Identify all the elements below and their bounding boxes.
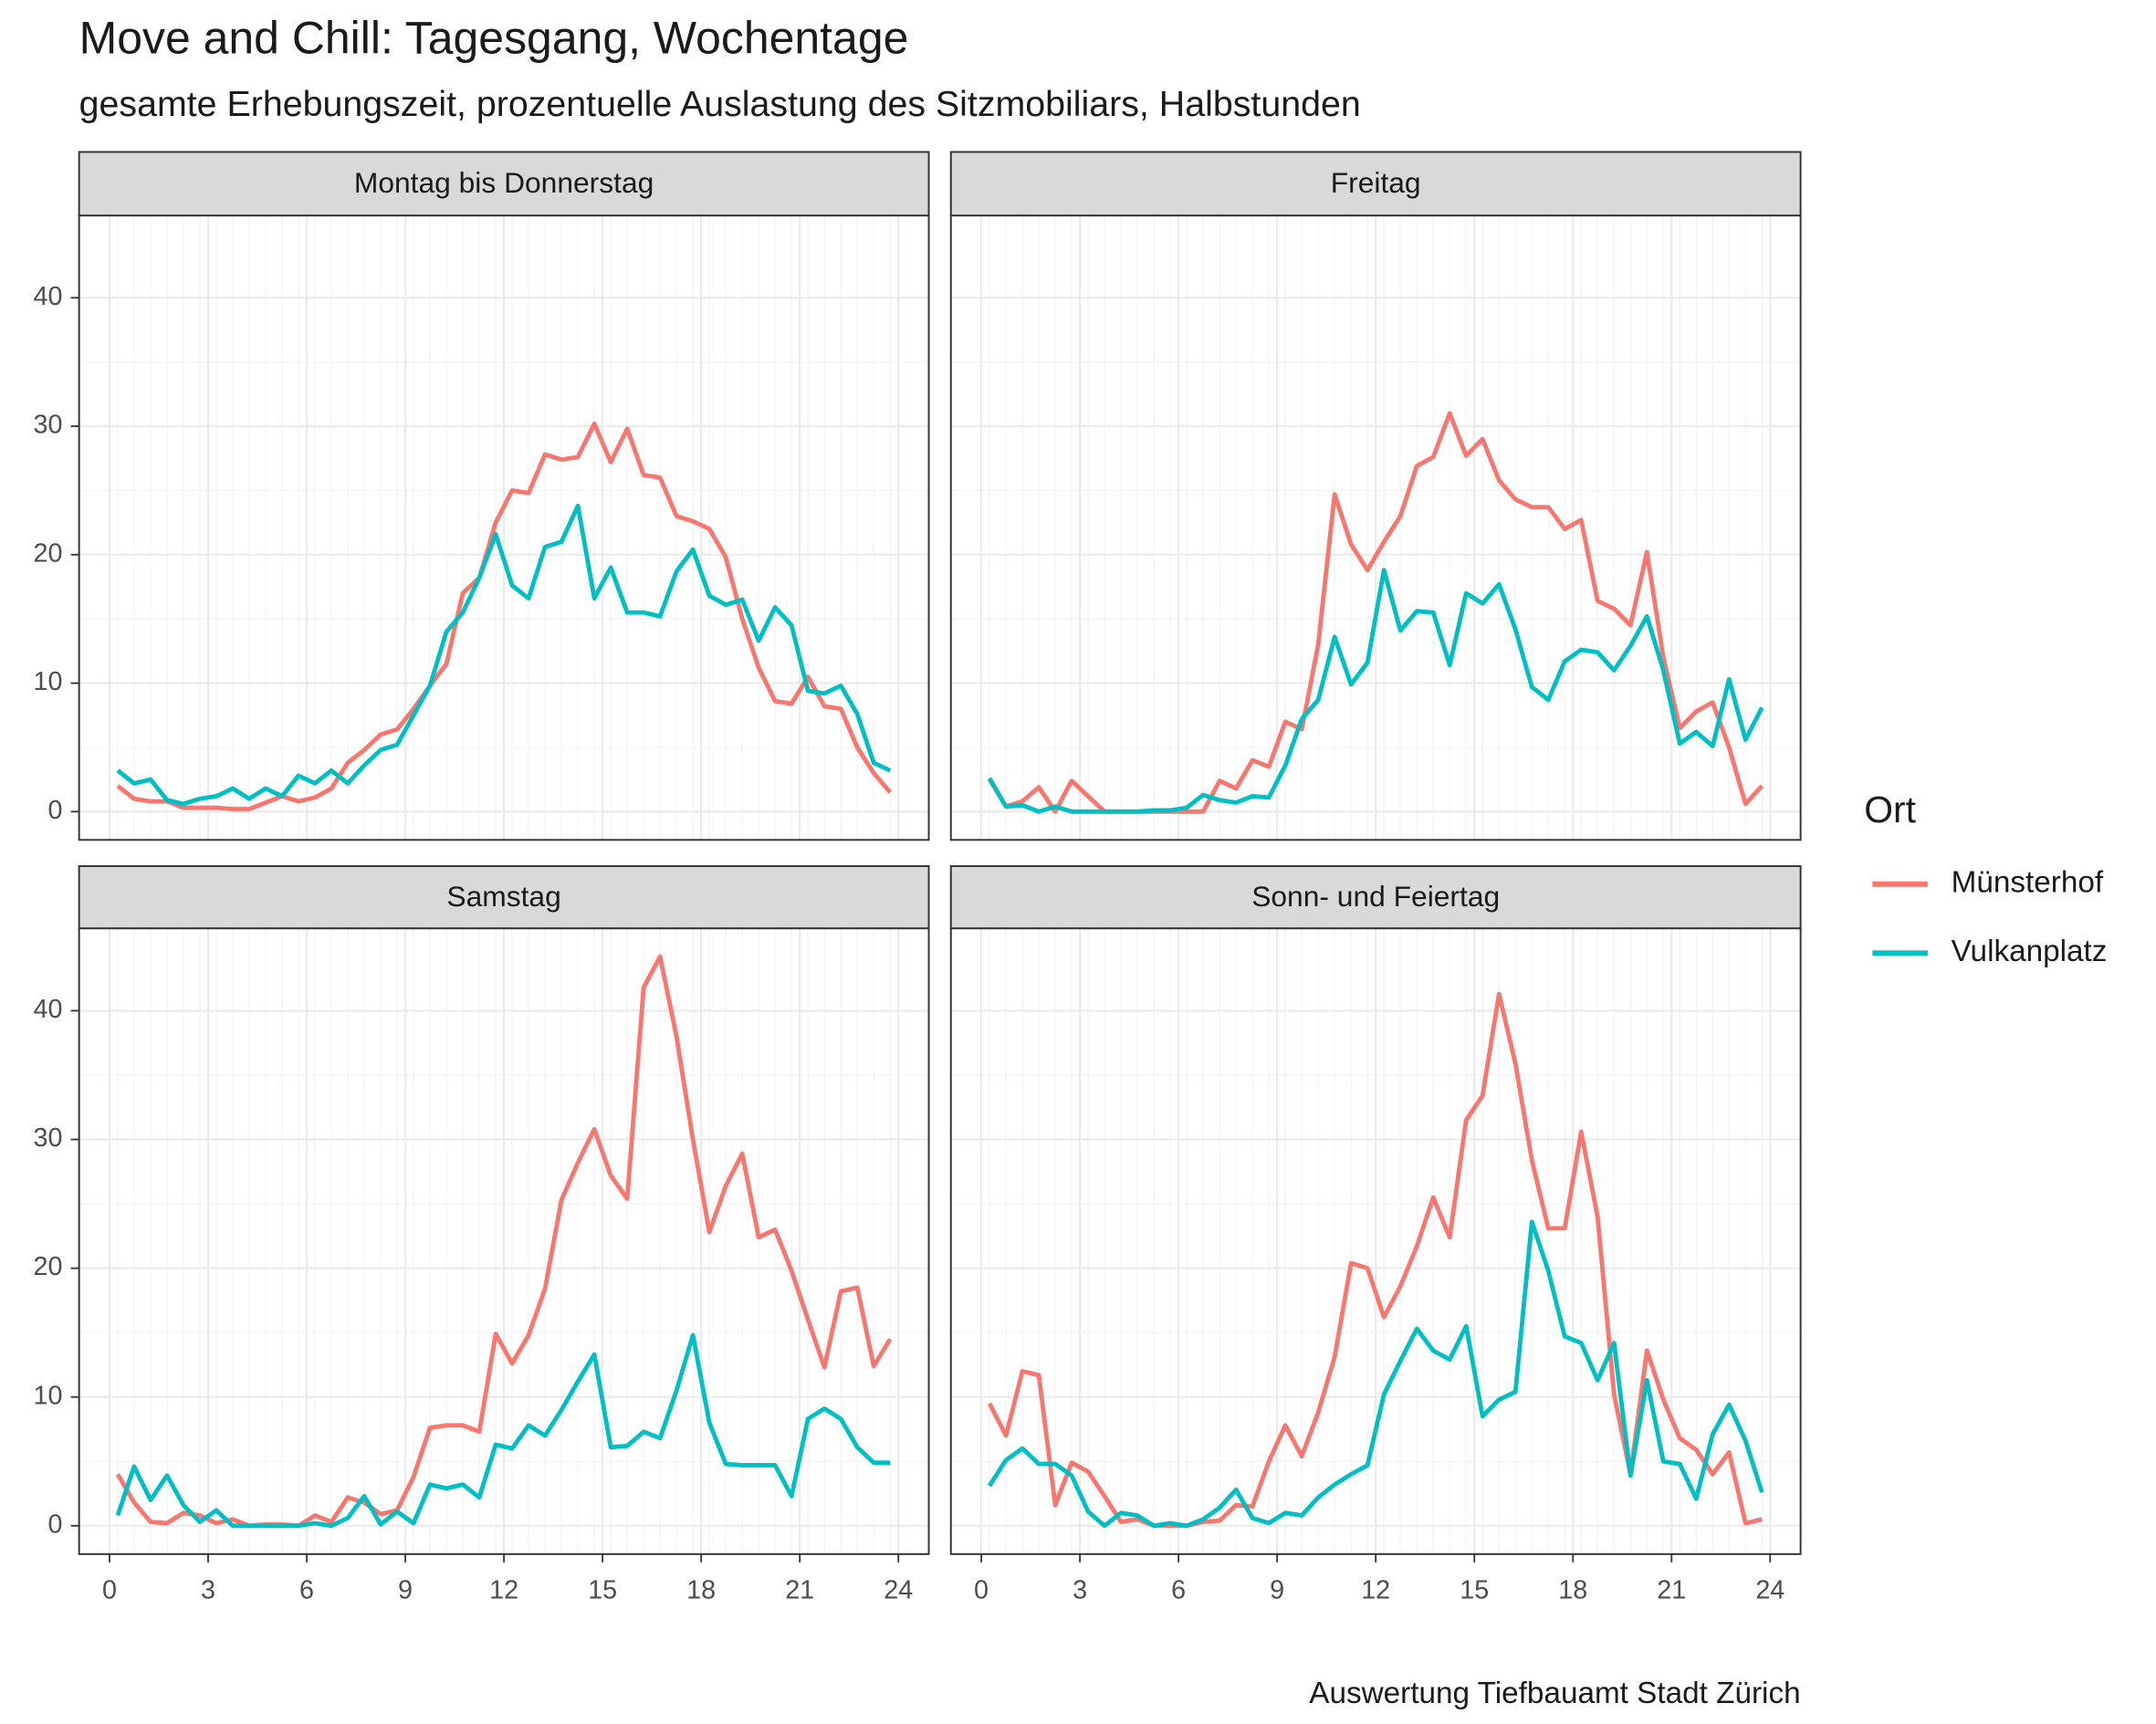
legend-title: Ort: [1864, 789, 1916, 831]
strip-label: Samstag: [446, 880, 560, 913]
x-tick-label: 0: [974, 1575, 989, 1604]
legend-label: Münsterhof: [1952, 866, 2104, 900]
x-tick-label: 18: [1558, 1575, 1587, 1604]
chart-subtitle: gesamte Erhebungszeit, prozentuelle Ausl…: [79, 84, 1361, 124]
x-tick-label: 18: [686, 1575, 716, 1604]
line: [116, 421, 893, 811]
x-tick-label: 3: [201, 1575, 215, 1604]
x-tick-label: 15: [588, 1575, 617, 1604]
x-tick-label: 9: [1270, 1575, 1284, 1604]
y-tick-label: 0: [47, 796, 62, 825]
y-tick-label: 20: [34, 538, 63, 568]
caption: Auswertung Tiefbauamt Stadt Zürich: [1309, 1677, 1800, 1710]
x-tick-label: 12: [489, 1575, 518, 1604]
x-tick-label: 12: [1361, 1575, 1390, 1604]
y-tick-label: 40: [34, 995, 63, 1024]
y-tick-label: 0: [47, 1510, 62, 1539]
strip-label: Sonn- und Feiertag: [1251, 880, 1500, 913]
x-tick-label: 15: [1460, 1575, 1489, 1604]
strip: [949, 151, 1802, 217]
y-tick-label: 20: [34, 1252, 63, 1281]
y-tick-label: 30: [34, 411, 63, 440]
x-tick-label: 6: [1171, 1575, 1186, 1604]
x-tick-label: 0: [102, 1575, 117, 1604]
line: [988, 1219, 1764, 1529]
strip: [78, 865, 930, 930]
line: [115, 1332, 891, 1529]
strip: [949, 865, 1802, 930]
legend-label: Vulkanplatz: [1952, 935, 2108, 968]
y-tick-label: 10: [34, 1381, 63, 1410]
strip-label: Montag bis Donnerstag: [354, 166, 654, 199]
x-tick-label: 24: [1755, 1575, 1784, 1604]
x-tick-label: 21: [785, 1575, 814, 1604]
x-tick-label: 3: [1073, 1575, 1087, 1604]
line: [116, 503, 892, 807]
x-tick-label: 9: [398, 1575, 413, 1604]
strip: [78, 151, 930, 217]
chart-title: Move and Chill: Tagesgang, Wochentage: [79, 13, 909, 64]
x-tick-label: 21: [1657, 1575, 1686, 1604]
x-tick-label: 24: [884, 1575, 913, 1604]
y-tick-label: 10: [34, 667, 63, 696]
x-tick-label: 6: [299, 1575, 314, 1604]
line: [987, 568, 1764, 814]
y-tick-label: 30: [34, 1123, 63, 1153]
y-tick-label: 40: [34, 282, 63, 311]
strip-label: Freitag: [1331, 166, 1421, 199]
